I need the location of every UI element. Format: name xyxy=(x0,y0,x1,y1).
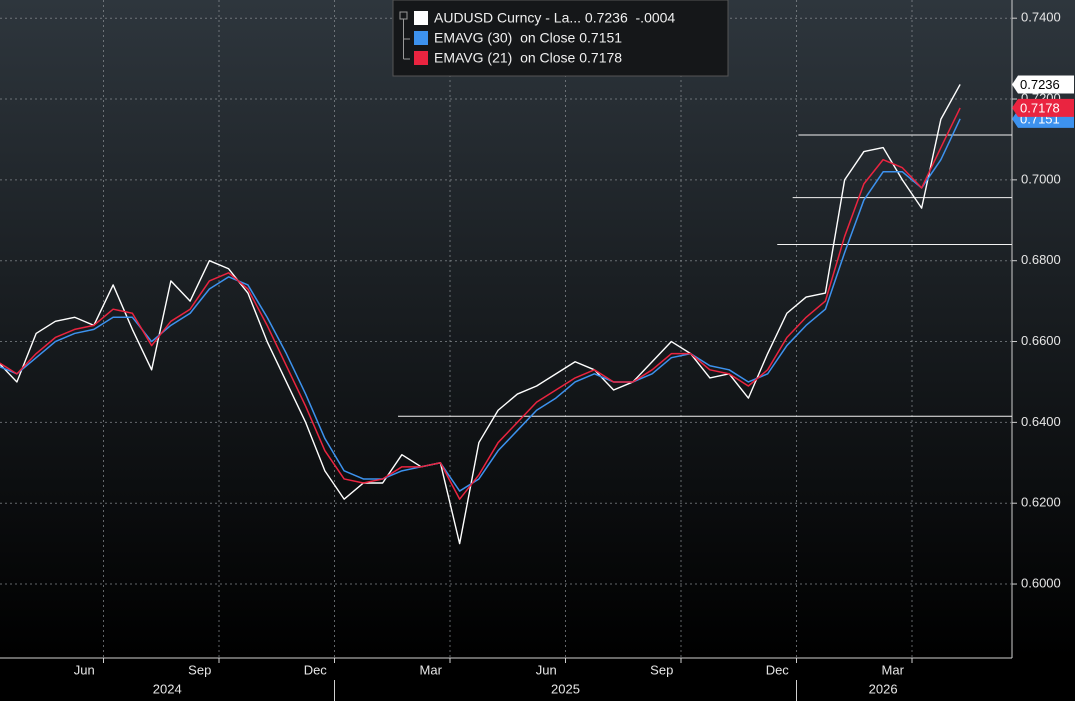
x-tick-label: Mar xyxy=(882,662,905,677)
plot-background xyxy=(0,0,1075,658)
x-tick-label: Dec xyxy=(766,662,790,677)
legend-label: AUDUSD Curncy - La... 0.7236 -.0004 xyxy=(434,10,675,26)
legend-swatch xyxy=(414,51,428,65)
y-tick-label: 0.6600 xyxy=(1021,333,1061,348)
year-label: 2024 xyxy=(153,681,182,696)
x-tick-label: Sep xyxy=(188,662,211,677)
legend-label: EMAVG (21) on Close 0.7178 xyxy=(434,50,622,66)
y-tick-label: 0.7400 xyxy=(1021,10,1061,25)
x-axis-band xyxy=(0,658,1075,701)
last-value-box xyxy=(1012,98,1074,117)
y-tick-label: 0.6200 xyxy=(1021,495,1061,510)
legend-label: EMAVG (30) on Close 0.7151 xyxy=(434,30,622,46)
price-line xyxy=(0,84,961,545)
x-tick-label: Jun xyxy=(536,662,557,677)
y-tick-label: 0.6000 xyxy=(1021,575,1061,590)
legend-swatch xyxy=(414,31,428,45)
x-tick-label: Sep xyxy=(650,662,673,677)
x-tick-label: Dec xyxy=(304,662,328,677)
y-tick-label: 0.6800 xyxy=(1021,252,1061,267)
x-tick-label: Mar xyxy=(420,662,443,677)
legend-box xyxy=(392,0,729,77)
last-value-box xyxy=(1012,75,1074,94)
year-label: 2025 xyxy=(551,681,580,696)
last-value-label: 0.7236 xyxy=(1020,77,1060,92)
x-tick-label: Jun xyxy=(74,662,95,677)
last-value-label: 0.7178 xyxy=(1020,100,1060,115)
last-value-tag: 0.7178 xyxy=(1012,98,1074,117)
y-tick-label: 0.7000 xyxy=(1021,171,1061,186)
legend-tree-lines xyxy=(403,19,410,60)
legend-swatch xyxy=(414,11,428,25)
y-tick-label: 0.6400 xyxy=(1021,414,1061,429)
last-value-tag: 0.7236 xyxy=(1012,75,1074,94)
year-label: 2026 xyxy=(869,681,898,696)
ema-line xyxy=(0,107,961,500)
ema-line xyxy=(0,118,961,492)
